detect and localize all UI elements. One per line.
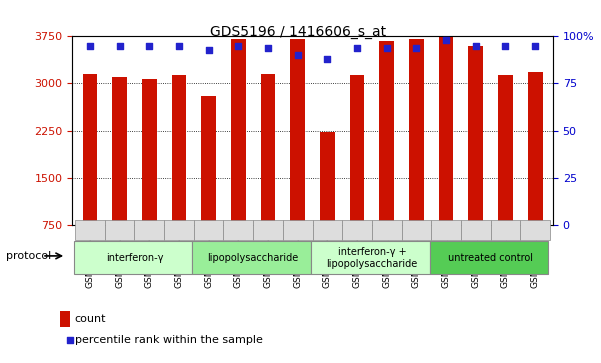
FancyBboxPatch shape: [520, 220, 550, 240]
Point: [144, 43, 154, 49]
Bar: [439, 8, 454, 225]
Point: [115, 43, 124, 49]
Bar: [142, 79, 157, 225]
Bar: [82, 74, 97, 225]
Bar: [528, 72, 543, 225]
FancyBboxPatch shape: [461, 220, 490, 240]
Bar: [350, 75, 364, 225]
FancyBboxPatch shape: [194, 220, 224, 240]
FancyBboxPatch shape: [73, 241, 192, 274]
FancyBboxPatch shape: [135, 220, 164, 240]
Point: [234, 43, 243, 49]
FancyBboxPatch shape: [372, 220, 401, 240]
Bar: [290, 39, 305, 225]
Bar: [320, 132, 335, 225]
Bar: [112, 77, 127, 225]
FancyBboxPatch shape: [401, 220, 432, 240]
Point: [323, 56, 332, 62]
Text: interferon-γ +
lipopolysaccharide: interferon-γ + lipopolysaccharide: [326, 247, 418, 269]
Point: [204, 46, 213, 52]
Bar: [498, 75, 513, 225]
FancyBboxPatch shape: [311, 241, 430, 274]
Point: [441, 37, 451, 43]
FancyBboxPatch shape: [283, 220, 313, 240]
Point: [412, 45, 421, 50]
Bar: [261, 74, 275, 225]
Point: [85, 43, 95, 49]
Text: protocol: protocol: [6, 251, 51, 261]
Bar: [231, 40, 246, 225]
FancyBboxPatch shape: [253, 220, 283, 240]
Bar: [409, 39, 424, 225]
Bar: [60, 311, 70, 327]
Text: GDS5196 / 1416606_s_at: GDS5196 / 1416606_s_at: [210, 25, 386, 40]
Point: [174, 43, 184, 49]
Text: count: count: [75, 314, 106, 324]
FancyBboxPatch shape: [192, 241, 311, 274]
FancyBboxPatch shape: [105, 220, 135, 240]
Bar: [201, 96, 216, 225]
Bar: [171, 75, 186, 225]
Bar: [468, 46, 483, 225]
Point: [382, 45, 391, 50]
FancyBboxPatch shape: [164, 220, 194, 240]
Point: [263, 45, 273, 50]
Text: interferon-γ: interferon-γ: [106, 253, 163, 263]
FancyBboxPatch shape: [313, 220, 342, 240]
Bar: [379, 41, 394, 225]
Point: [471, 43, 481, 49]
FancyBboxPatch shape: [224, 220, 253, 240]
FancyBboxPatch shape: [432, 220, 461, 240]
Point: [352, 45, 362, 50]
Point: [293, 52, 302, 58]
Point: [383, 245, 392, 250]
Text: untreated control: untreated control: [448, 253, 533, 263]
FancyBboxPatch shape: [342, 220, 372, 240]
Point: [501, 43, 510, 49]
FancyBboxPatch shape: [490, 220, 520, 240]
Text: lipopolysaccharide: lipopolysaccharide: [207, 253, 299, 263]
Point: [530, 43, 540, 49]
FancyBboxPatch shape: [75, 220, 105, 240]
FancyBboxPatch shape: [430, 241, 549, 274]
Text: percentile rank within the sample: percentile rank within the sample: [75, 335, 263, 345]
